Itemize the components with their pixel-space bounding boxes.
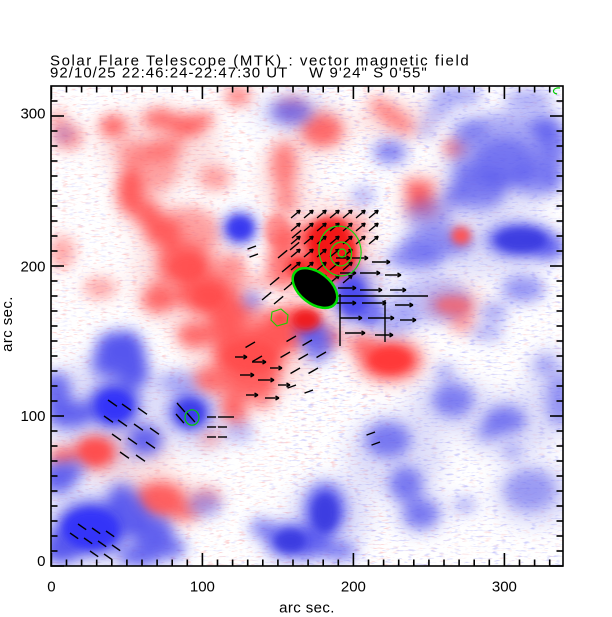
svg-text:0: 0 <box>47 578 55 595</box>
svg-text:300: 300 <box>492 578 517 595</box>
svg-text:100: 100 <box>20 408 45 425</box>
svg-text:92/10/25 22:46:24-22:47:30 UT: 92/10/25 22:46:24-22:47:30 UT W 9'24" S … <box>50 65 428 82</box>
svg-text:arc sec.: arc sec. <box>0 296 16 352</box>
svg-text:300: 300 <box>20 106 45 123</box>
svg-text:arc sec.: arc sec. <box>279 599 335 616</box>
svg-text:Solar Flare Telescope (MTK) :: Solar Flare Telescope (MTK) : vector mag… <box>50 52 470 69</box>
svg-text:200: 200 <box>20 259 45 276</box>
svg-text:200: 200 <box>341 578 366 595</box>
svg-text:100: 100 <box>190 578 215 595</box>
svg-text:0: 0 <box>37 553 45 570</box>
